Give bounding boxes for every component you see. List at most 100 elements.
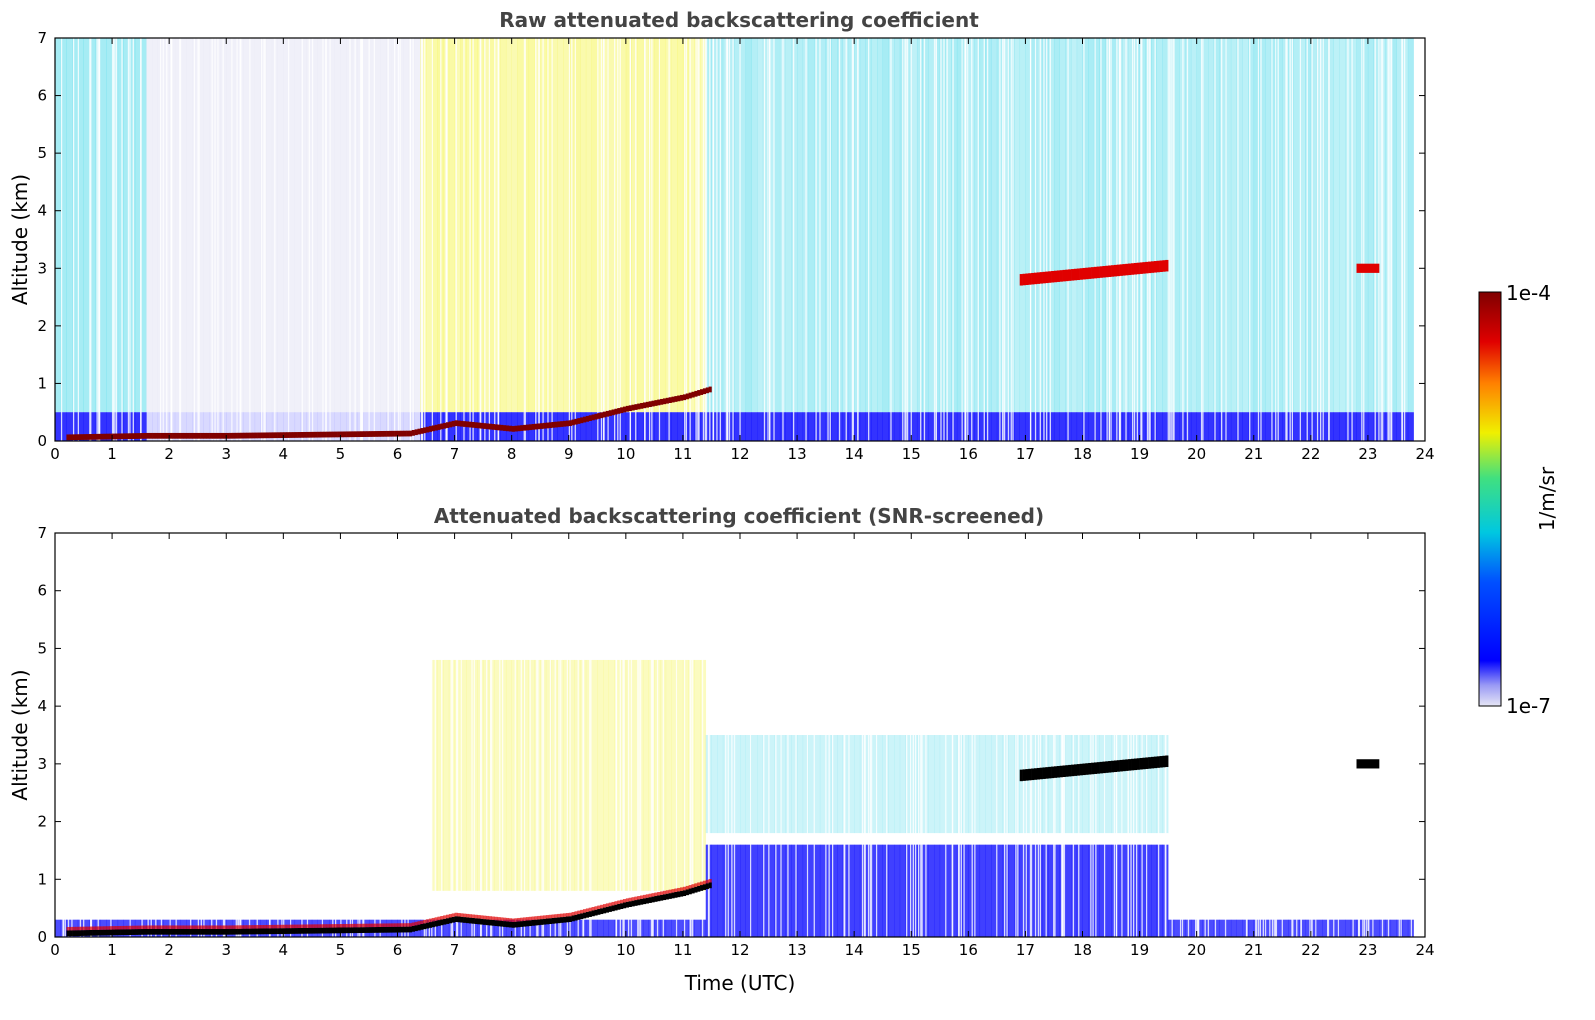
- data-gap: [1061, 533, 1063, 937]
- heatmap-column: [1322, 412, 1329, 441]
- boundary-layer-mark: [537, 919, 541, 926]
- boundary-layer-mark: [317, 927, 321, 934]
- boundary-layer-mark: [317, 924, 321, 928]
- heatmap-column: [751, 844, 758, 937]
- data-gap: [1281, 533, 1283, 937]
- boundary-layer-mark: [346, 431, 350, 438]
- data-gap: [739, 38, 741, 441]
- heatmap-column: [1407, 38, 1414, 413]
- heatmap-column: [1322, 38, 1329, 413]
- data-gap: [541, 533, 543, 937]
- boundary-layer-mark: [426, 919, 430, 923]
- heatmap-column: [1396, 38, 1403, 413]
- boundary-layer-mark: [700, 881, 704, 886]
- boundary-layer-mark: [217, 925, 221, 929]
- boundary-layer-mark: [503, 917, 507, 922]
- heatmap-column: [848, 38, 855, 413]
- data-gap: [200, 533, 202, 937]
- heatmap-column: [1282, 412, 1289, 441]
- boundary-layer-mark: [189, 432, 193, 439]
- heatmap-column: [1139, 412, 1146, 441]
- cloud-mark: [1162, 260, 1166, 272]
- boundary-layer-mark: [423, 427, 427, 434]
- heatmap-column: [882, 412, 889, 441]
- heatmap-column: [1065, 844, 1072, 937]
- heatmap-column: [317, 38, 324, 413]
- boundary-layer-mark: [251, 928, 256, 935]
- x-tick-label: 13: [788, 445, 807, 463]
- heatmap-column: [66, 412, 73, 441]
- cloud-mark: [1151, 756, 1155, 769]
- data-gap: [952, 38, 954, 441]
- boundary-layer-mark: [129, 433, 133, 440]
- boundary-layer-mark: [126, 433, 130, 440]
- heatmap-column: [340, 412, 347, 441]
- cloud-mark: [1022, 273, 1026, 286]
- heatmap-column: [785, 412, 792, 441]
- y-tick-label: 1: [37, 870, 47, 888]
- data-gap: [712, 38, 715, 441]
- data-gap: [197, 533, 200, 937]
- data-gap: [668, 38, 670, 441]
- boundary-layer-mark: [523, 424, 527, 431]
- data-gap: [1012, 38, 1014, 441]
- boundary-layer-mark: [574, 911, 578, 915]
- heatmap-column: [979, 412, 986, 441]
- boundary-layer-mark: [525, 424, 530, 431]
- heatmap-column: [83, 412, 90, 441]
- heatmap-column: [991, 735, 998, 834]
- boundary-layer-mark: [240, 925, 244, 929]
- data-gap: [656, 533, 659, 937]
- boundary-layer-mark: [134, 925, 139, 930]
- x-tick-label: 7: [450, 941, 460, 959]
- data-gap: [215, 533, 218, 937]
- boundary-layer-mark: [194, 432, 199, 439]
- data-gap: [910, 38, 912, 441]
- boundary-layer-mark: [189, 925, 193, 929]
- heatmap-column: [585, 38, 592, 413]
- heatmap-column: [911, 412, 918, 441]
- heatmap-column: [877, 38, 884, 413]
- data-gap: [725, 533, 727, 937]
- data-gap: [198, 38, 200, 441]
- boundary-layer-mark: [323, 924, 327, 928]
- heatmap-column: [1270, 38, 1277, 413]
- boundary-layer-mark: [551, 914, 555, 918]
- heatmap-column: [294, 38, 301, 413]
- heatmap-column: [55, 412, 62, 441]
- heatmap-column: [1099, 412, 1106, 441]
- boundary-layer-mark: [72, 434, 76, 441]
- data-gap: [1173, 38, 1175, 441]
- data-gap: [394, 38, 396, 441]
- heatmap-column: [688, 412, 695, 441]
- x-tick-label: 17: [1016, 445, 1035, 463]
- heatmap-column: [1373, 38, 1380, 413]
- heatmap-column: [608, 38, 615, 413]
- boundary-layer-mark: [505, 425, 510, 432]
- boundary-layer-mark: [677, 891, 681, 898]
- heatmap-column: [152, 38, 159, 413]
- boundary-layer-mark: [368, 927, 373, 933]
- data-gap: [217, 38, 219, 441]
- x-tick-label: 20: [1187, 941, 1206, 959]
- data-gap: [479, 38, 481, 441]
- heatmap-column: [1373, 919, 1380, 937]
- heatmap-column: [146, 412, 153, 441]
- boundary-layer-mark: [92, 926, 96, 930]
- boundary-layer-mark: [249, 432, 253, 439]
- boundary-layer-mark: [620, 407, 624, 414]
- cloud-mark: [1031, 768, 1035, 781]
- heatmap-column: [631, 412, 638, 441]
- boundary-layer-mark: [480, 915, 484, 919]
- data-gap: [1378, 38, 1380, 441]
- heatmap-column: [968, 844, 975, 937]
- data-gap: [451, 533, 454, 937]
- boundary-layer-mark: [394, 923, 398, 927]
- boundary-layer-mark: [331, 431, 336, 438]
- boundary-layer-mark: [414, 925, 418, 932]
- data-gap: [637, 533, 639, 937]
- data-gap: [480, 533, 482, 937]
- data-gap: [1264, 533, 1267, 937]
- data-gap: [112, 38, 115, 441]
- data-gap: [90, 38, 92, 441]
